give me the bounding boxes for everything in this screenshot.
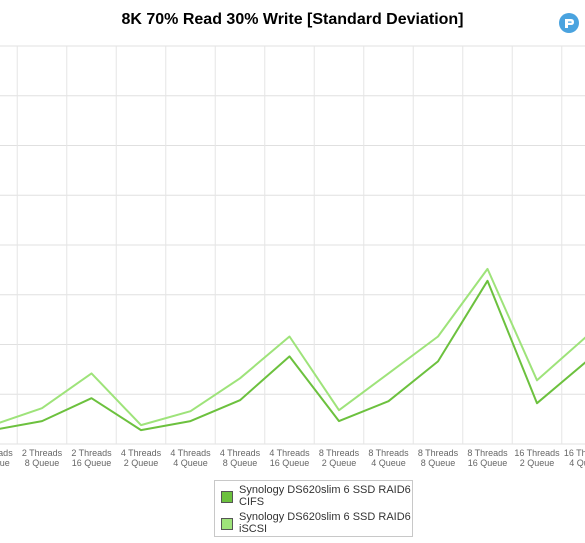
legend-swatch-iscsi	[221, 518, 233, 530]
x-tick-label: 16 Threads 2 Queue	[514, 448, 560, 468]
x-tick-label: 4 Threads 8 Queue	[220, 448, 261, 468]
legend-label-iscsi: Synology DS620slim 6 SSD RAID6 iSCSI	[239, 511, 411, 535]
legend-item-cifs[interactable]: Synology DS620slim 6 SSD RAID6 CIFS	[221, 483, 411, 509]
chart-menu-icon[interactable]	[558, 12, 580, 34]
x-tick-label: 4 Threads 2 Queue	[121, 448, 162, 468]
x-tick-label: 2 Threads 8 Queue	[22, 448, 63, 468]
x-tick-label: 4 Threads 4 Queue	[170, 448, 211, 468]
series-line-cifs	[0, 279, 585, 432]
legend-swatch-cifs	[221, 491, 233, 503]
x-tick-label: 8 Threads 4 Queue	[368, 448, 409, 468]
chart-grid	[0, 45, 585, 445]
x-tick-label: 4 Threads 16 Queue	[269, 448, 310, 468]
series-line-iscsi	[0, 267, 585, 427]
x-tick-label: 2 Threads 16 Queue	[71, 448, 112, 468]
chart-series	[0, 267, 585, 432]
x-tick-label: 8 Threads 8 Queue	[418, 448, 459, 468]
x-tick-label: 8 Threads 16 Queue	[467, 448, 508, 468]
chart-title: 8K 70% Read 30% Write [Standard Deviatio…	[121, 11, 464, 28]
x-tick-label: 8 Threads 2 Queue	[319, 448, 360, 468]
legend-item-iscsi[interactable]: Synology DS620slim 6 SSD RAID6 iSCSI	[221, 510, 411, 536]
legend-label-cifs: Synology DS620slim 6 SSD RAID6 CIFS	[239, 484, 411, 508]
chart-legend: Synology DS620slim 6 SSD RAID6 CIFS Syno…	[214, 480, 413, 537]
